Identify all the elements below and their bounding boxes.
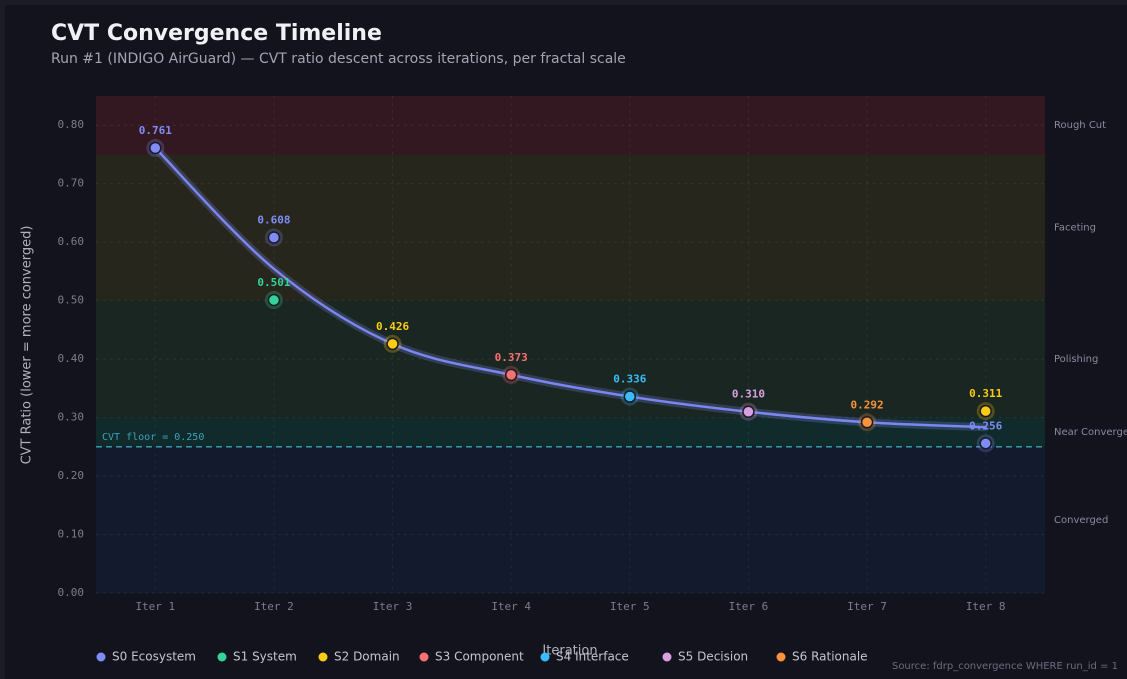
data-label: 0.256: [969, 419, 1002, 432]
legend-swatch: [318, 652, 328, 662]
x-tick-label: Iter 7: [847, 600, 887, 613]
zone-band: [96, 300, 1045, 418]
legend-label: S1 System: [233, 650, 297, 664]
y-tick-label: 0.30: [58, 411, 85, 424]
x-axis-label: Iteration: [542, 644, 597, 659]
legend-swatch: [776, 652, 786, 662]
legend-label: S4 Interface: [556, 650, 629, 664]
x-tick-label: Iter 2: [254, 600, 294, 613]
x-tick-label: Iter 5: [610, 600, 650, 613]
y-tick-label: 0.60: [58, 235, 85, 248]
chart-title: CVT Convergence Timeline: [51, 21, 382, 46]
legend-label: S0 Ecosystem: [112, 650, 196, 664]
point: [623, 390, 637, 403]
data-label: 0.426: [376, 320, 409, 333]
point: [386, 337, 399, 351]
data-label: 0.292: [851, 398, 884, 411]
data-label: 0.501: [257, 276, 290, 289]
legend-swatch: [96, 652, 106, 662]
point: [742, 405, 755, 418]
zone-band: [96, 446, 1045, 593]
chart-subtitle: Run #1 (INDIGO AirGuard) — CVT ratio des…: [51, 51, 626, 67]
data-label: 0.336: [613, 373, 646, 386]
y-tick-label: 0.80: [58, 118, 85, 131]
data-label: 0.373: [495, 351, 528, 364]
x-tick-label: Iter 8: [966, 600, 1006, 613]
zone-label: Near Converge: [1054, 427, 1127, 438]
legend-label: S2 Domain: [334, 650, 400, 664]
y-tick-label: 0.50: [58, 294, 85, 307]
y-tick-label: 0.20: [58, 469, 85, 482]
legend-swatch: [662, 652, 672, 662]
zone-label: Polishing: [1054, 354, 1098, 365]
point: [504, 368, 518, 382]
legend-label: S3 Component: [435, 650, 524, 664]
data-label: 0.761: [139, 124, 172, 137]
reference-label: CVT floor = 0.250: [102, 432, 204, 443]
x-tick-label: Iter 1: [135, 600, 175, 613]
zone-band: [96, 154, 1045, 301]
zone-label: Rough Cut: [1054, 120, 1106, 131]
data-label: 0.311: [969, 387, 1002, 400]
point: [979, 404, 992, 418]
legend-swatch: [419, 652, 429, 662]
legend-label: S5 Decision: [678, 650, 748, 664]
data-label: 0.608: [257, 213, 290, 226]
x-tick-label: Iter 4: [491, 600, 531, 613]
point: [267, 231, 281, 244]
zone-band: [96, 96, 1045, 155]
x-tick-label: Iter 3: [373, 600, 413, 613]
x-tick-label: Iter 6: [729, 600, 769, 613]
y-tick-label: 0.00: [58, 586, 85, 599]
y-tick-label: 0.40: [58, 352, 85, 365]
legend-label: S6 Rationale: [792, 650, 868, 664]
point: [860, 416, 874, 429]
data-label: 0.310: [732, 388, 765, 401]
y-tick-label: 0.70: [58, 177, 85, 190]
source-note: Source: fdrp_convergence WHERE run_id = …: [892, 661, 1118, 672]
legend-swatch: [217, 652, 227, 662]
y-axis-label: CVT Ratio (lower = more converged): [20, 226, 35, 465]
point: [267, 293, 281, 307]
point: [149, 141, 162, 155]
y-tick-label: 0.10: [58, 528, 85, 541]
legend-swatch: [540, 652, 550, 662]
trend-line: [154, 146, 987, 429]
zone-label: Converged: [1054, 515, 1108, 526]
point: [979, 437, 992, 450]
zone-label: Faceting: [1054, 223, 1096, 234]
